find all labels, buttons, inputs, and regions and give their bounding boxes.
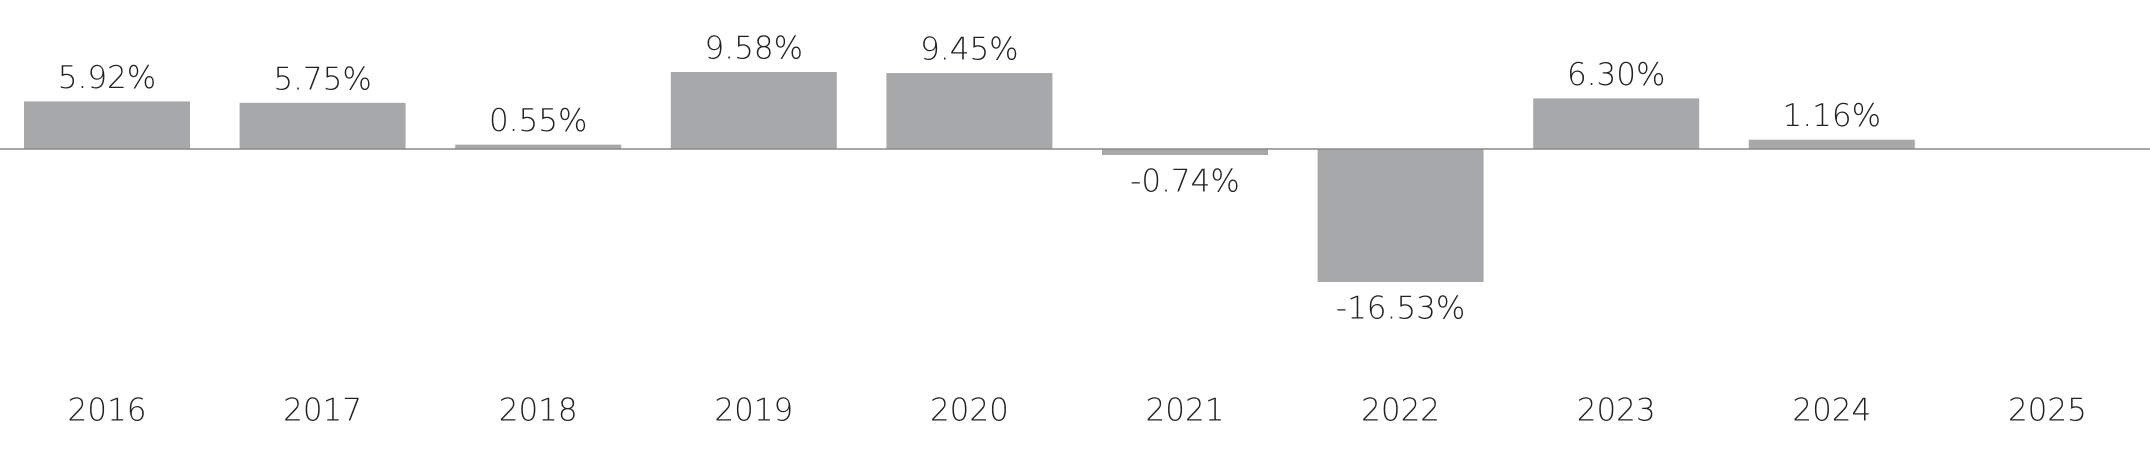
bar [1533,98,1700,150]
value-label: 9.45% [920,32,1018,68]
value-label: 6.30% [1567,57,1665,93]
value-label: 0.55% [489,103,587,139]
value-label: 1.16% [1783,98,1881,134]
x-tick-label: 2019 [714,393,793,429]
x-tick-label: 2017 [283,393,362,429]
x-tick-label: 2024 [1792,393,1871,429]
bar [455,144,622,150]
x-tick-label: 2016 [68,393,147,429]
bar [24,101,190,150]
value-label: -16.53% [1336,291,1465,327]
x-tick-label: 2023 [1577,393,1656,429]
bar [1102,149,1268,156]
x-tick-label: 2021 [1146,393,1225,429]
bar [1317,149,1484,282]
x-tick-label: 2025 [2008,393,2087,429]
value-label: 5.75% [273,61,371,97]
value-label: 9.58% [705,31,803,67]
value-label: 5.92% [58,60,156,96]
x-tick-label: 2020 [930,393,1009,429]
value-label: -0.74% [1130,164,1240,200]
bar [886,73,1053,150]
bar [670,72,837,150]
x-tick-label: 2022 [1361,393,1440,429]
bar [1748,139,1915,150]
x-tick-label: 2018 [499,393,578,429]
bar [239,102,406,150]
